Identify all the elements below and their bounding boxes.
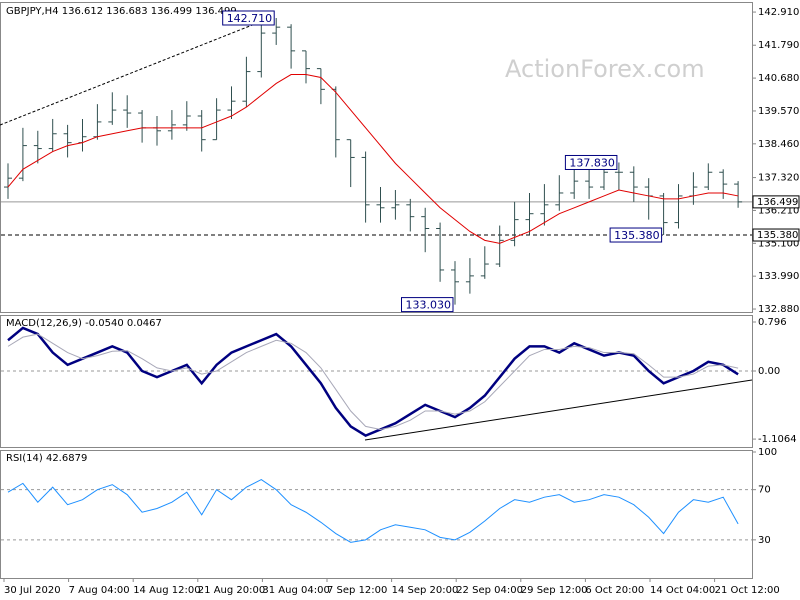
rsi-pane <box>0 450 753 579</box>
x-tick-label: 14 Oct 04:00 <box>650 585 715 596</box>
x-tick-label: 30 Jul 2020 <box>4 585 61 596</box>
x-tick-label: 21 Oct 12:00 <box>715 585 780 596</box>
annotation-label: 137.830 <box>569 156 615 169</box>
annotation-label: 133.030 <box>406 299 452 312</box>
y-tick-label: 139.570 <box>758 106 799 117</box>
x-tick-label: 7 Sep 12:00 <box>327 585 387 596</box>
macd-pane <box>0 315 753 448</box>
x-tick-label: 22 Sep 04:00 <box>456 585 523 596</box>
trend-line <box>0 17 271 126</box>
annotation-box <box>222 10 275 26</box>
macd-trend-line <box>364 379 753 441</box>
y-tick-label: 30 <box>758 535 771 546</box>
level-label-box <box>752 228 800 242</box>
y-tick-label: 135.100 <box>758 238 799 249</box>
price-header: GBPJPY,H4 136.612 136.683 136.499 136.49… <box>6 6 237 17</box>
y-tick-label: 142.910 <box>758 7 799 18</box>
macd-header: MACD(12,26,9) -0.0540 0.0467 <box>6 318 162 329</box>
x-tick-label: 31 Aug 04:00 <box>262 585 329 596</box>
annotation-box <box>564 154 618 170</box>
rsi-header: RSI(14) 42.6879 <box>6 453 87 464</box>
level-label-box <box>752 195 800 209</box>
x-tick-label: 29 Sep 12:00 <box>521 585 588 596</box>
annotation-box <box>609 227 663 243</box>
y-tick-label: 70 <box>758 485 771 496</box>
y-tick-label: 132.880 <box>758 304 799 315</box>
price-pane <box>0 2 753 313</box>
annotation-label: 142.710 <box>227 12 273 25</box>
annotation-box <box>401 297 454 313</box>
x-tick-label: 14 Sep 20:00 <box>392 585 459 596</box>
level-label: 135.380 <box>757 230 798 241</box>
x-tick-label: 14 Aug 12:00 <box>133 585 200 596</box>
indicator-line <box>7 333 739 430</box>
x-tick-label: 21 Aug 20:00 <box>198 585 265 596</box>
annotation-label: 135.380 <box>614 229 660 242</box>
y-tick-label: 138.460 <box>758 139 799 150</box>
x-tick-label: 6 Oct 20:00 <box>585 585 644 596</box>
indicator-line <box>7 479 739 543</box>
x-tick-label: 7 Aug 04:00 <box>69 585 130 596</box>
y-tick-label: 136.210 <box>758 205 799 216</box>
y-tick-label: 141.790 <box>758 40 799 51</box>
watermark: ActionForex.com <box>505 55 705 83</box>
y-tick-label: -1.1064 <box>758 434 797 445</box>
y-tick-label: 100 <box>758 447 777 458</box>
level-label: 136.499 <box>757 197 798 208</box>
y-tick-label: 0.00 <box>758 366 780 377</box>
y-tick-label: 0.796 <box>758 317 787 328</box>
y-tick-label: 140.680 <box>758 73 799 84</box>
y-tick-label: 137.320 <box>758 173 799 184</box>
y-tick-label: 133.990 <box>758 271 799 282</box>
indicator-line <box>7 74 739 244</box>
indicator-line <box>7 326 739 438</box>
